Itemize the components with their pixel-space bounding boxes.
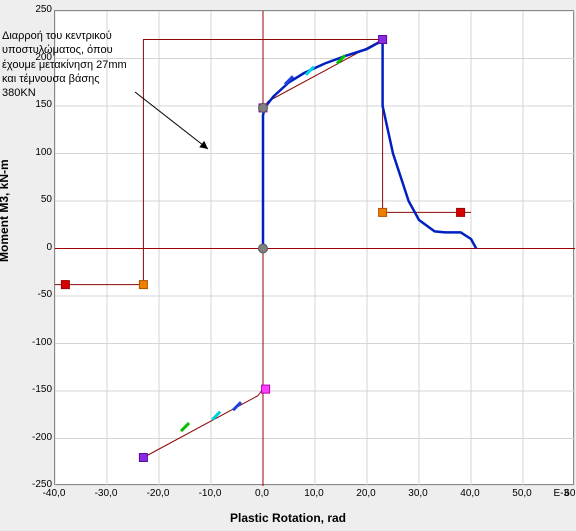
x-tick--40: -40,0 [39, 488, 69, 499]
y-tick--200: -200 [22, 432, 52, 443]
y-tick-100: 100 [22, 147, 52, 158]
x-tick-40: 40,0 [455, 488, 485, 499]
y-tick--100: -100 [22, 337, 52, 348]
y-tick--50: -50 [22, 289, 52, 300]
x-tick--30: -30,0 [91, 488, 121, 499]
x-tick-20: 20,0 [351, 488, 381, 499]
y-tick-150: 150 [22, 99, 52, 110]
x-tick-50: 50,0 [507, 488, 537, 499]
y-tick-0: 0 [22, 242, 52, 253]
marker-purple [379, 36, 387, 44]
x-tick--10: -10,0 [195, 488, 225, 499]
marker-grey [259, 244, 268, 253]
x-axis-label: Plastic Rotation, rad [0, 511, 576, 525]
marker-green-tick [181, 423, 189, 431]
marker-red [457, 208, 465, 216]
x-tick--20: -20,0 [143, 488, 173, 499]
marker-magenta [262, 385, 270, 393]
y-tick-50: 50 [22, 194, 52, 205]
marker-orange [379, 208, 387, 216]
marker-grey [259, 103, 268, 112]
y-tick-250: 250 [22, 4, 52, 15]
plot-svg [55, 11, 575, 486]
plot-area [54, 10, 574, 485]
callout-annotation: Διαρροή του κεντρικούυποστυλώματος, όπου… [2, 29, 127, 100]
marker-orange [139, 281, 147, 289]
y-tick--150: -150 [22, 384, 52, 395]
marker-red [61, 281, 69, 289]
marker-purple [139, 454, 147, 462]
x-tick-10: 10,0 [299, 488, 329, 499]
x-tick-30: 30,0 [403, 488, 433, 499]
y-axis-label: Moment M3, kN-m [0, 159, 11, 262]
x-tick-0: 0,0 [247, 488, 277, 499]
chart-container: Moment M3, kN-m Plastic Rotation, rad -2… [0, 0, 576, 531]
x-exponent: E-3 [553, 488, 569, 499]
marker-blue-tick [233, 402, 241, 410]
